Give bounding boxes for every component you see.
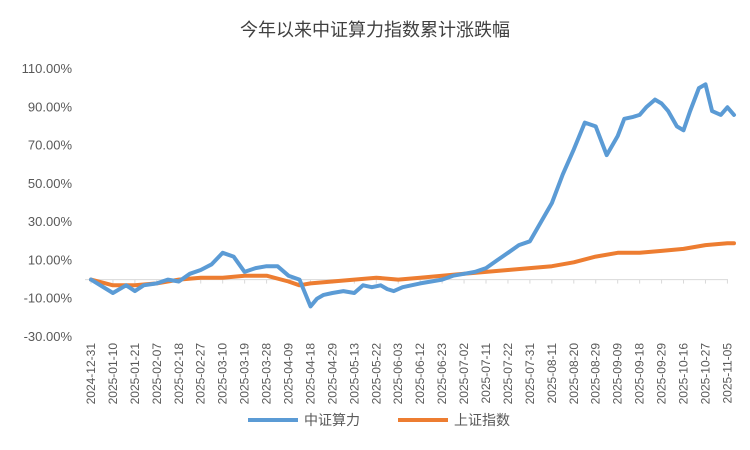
x-tick-label: 2025-07-02: [457, 343, 471, 405]
x-tick-label: 2025-06-23: [435, 343, 449, 405]
x-tick-label: 2024-12-31: [84, 343, 98, 405]
x-tick-label: 2025-05-13: [347, 343, 361, 405]
legend-label-series-1: 上证指数: [454, 413, 510, 429]
x-tick-label: 2025-01-21: [128, 343, 142, 405]
x-tick-label: 2025-04-09: [282, 343, 296, 405]
x-tick-label: 2025-08-29: [589, 343, 603, 405]
x-tick-label: 2025-02-18: [172, 343, 186, 405]
y-tick-label: -30.00%: [24, 329, 73, 344]
x-tick-label: 2025-04-18: [303, 343, 317, 405]
x-tick-label: 2025-09-29: [655, 343, 669, 405]
x-tick-label: 2025-03-19: [238, 343, 252, 405]
y-tick-label: 110.00%: [22, 61, 73, 76]
x-tick-label: 2025-06-03: [391, 343, 405, 405]
x-tick-label: 2025-10-16: [677, 343, 691, 405]
x-tick-label: 2025-08-20: [567, 343, 581, 405]
series-layer: [89, 82, 736, 309]
y-axis: 110.00% 90.00% 70.00% 50.00% 30.00% 10.00% -10…: [22, 61, 73, 344]
legend: 中证算力 上证指数: [248, 413, 510, 429]
x-tick-label: 2025-05-22: [369, 343, 383, 405]
x-tick-label: 2025-06-12: [413, 343, 427, 405]
x-tick-label: 2025-07-22: [501, 343, 515, 405]
chart-title: 今年以来中证算力指数累计涨跌幅: [240, 20, 510, 41]
x-tick-label: 2025-09-18: [633, 343, 647, 405]
y-tick-label: 90.00%: [28, 99, 73, 114]
x-axis: 2024-12-31 2025-01-10 2025-01-21 2025-02-07…: [84, 279, 734, 405]
x-tick-label: 2025-09-09: [611, 343, 625, 405]
x-tick-label: 2025-10-27: [698, 343, 712, 405]
legend-label-series-0: 中证算力: [304, 413, 360, 429]
y-tick-label: 30.00%: [28, 214, 73, 229]
x-tick-label: 2025-11-05: [720, 343, 734, 404]
series-line-1: [89, 241, 736, 288]
x-tick-label: 2025-02-27: [194, 343, 208, 405]
x-tick-label: 2025-08-11: [545, 343, 559, 404]
y-tick-label: 10.00%: [28, 252, 73, 267]
x-tick-label: 2025-07-11: [479, 343, 493, 404]
x-tick-label: 2025-04-29: [325, 343, 339, 405]
x-tick-label: 2025-07-31: [523, 343, 537, 405]
series-line-0: [89, 82, 736, 309]
y-tick-label: 70.00%: [28, 138, 73, 153]
y-tick-label: 50.00%: [28, 176, 73, 191]
x-tick-label: 2025-03-10: [216, 343, 230, 405]
x-tick-label: 2025-01-10: [106, 343, 120, 405]
x-tick-label: 2025-02-07: [150, 343, 164, 405]
x-tick-label: 2025-03-28: [260, 343, 274, 405]
y-tick-label: -10.00%: [24, 291, 73, 306]
